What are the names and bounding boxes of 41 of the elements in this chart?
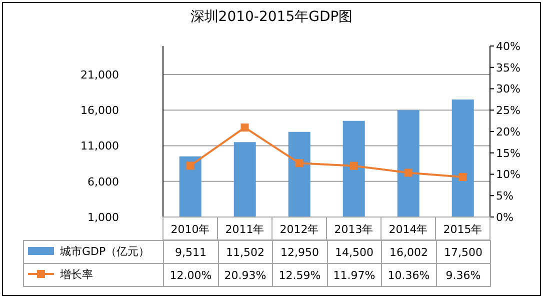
y2-tick-label: 35% xyxy=(496,61,520,74)
data-label: 11.97% xyxy=(327,264,382,286)
x-tick-label: 2011年 xyxy=(225,223,264,236)
point xyxy=(458,172,467,181)
x-tick-label: 2010年 xyxy=(170,223,210,236)
data-label: 12,950 xyxy=(272,240,327,264)
y-tick-label: 16,000 xyxy=(80,104,119,118)
y2-tick-label: 20% xyxy=(496,125,520,138)
y2-tick-label: 10% xyxy=(496,168,520,182)
chart-title: 深圳2010-2015年GDP图 xyxy=(189,8,354,26)
point xyxy=(350,162,358,170)
data-label: 9.36% xyxy=(436,264,490,286)
data-label: 10.36% xyxy=(382,264,436,286)
x-tick-label: 2015年 xyxy=(443,223,482,236)
data-label: 12.59% xyxy=(272,264,327,286)
x-tick-label: 2012年 xyxy=(280,223,319,236)
data-label: 20.93% xyxy=(218,264,272,286)
point xyxy=(404,168,412,177)
legend-label: 增长率 xyxy=(60,266,93,282)
y-tick-label: 21,000 xyxy=(80,68,119,82)
x-tick-label: 2013年 xyxy=(334,223,374,236)
point xyxy=(240,124,249,132)
y-tick-label: 1,000 xyxy=(88,210,119,224)
y2-tick-label: 0% xyxy=(496,210,514,224)
y2-tick-label: 15% xyxy=(496,146,520,160)
data-label: 17,500 xyxy=(436,240,490,264)
data-label: 9,511 xyxy=(164,240,218,264)
y2-tick-label: 5% xyxy=(496,190,514,203)
x-tick-label: 2014年 xyxy=(388,223,428,236)
data-label: 16,002 xyxy=(382,240,436,264)
data-label: 11,502 xyxy=(218,240,272,264)
y-tick-label: 6,000 xyxy=(88,175,119,188)
data-label: 12.00% xyxy=(164,264,218,286)
y2-tick-label: 30% xyxy=(496,82,520,96)
legend-label: 城市GDP（亿元） xyxy=(60,244,150,259)
point xyxy=(295,159,304,168)
point xyxy=(186,162,194,170)
y2-tick-label: 25% xyxy=(496,104,520,118)
data-label: 14,500 xyxy=(327,240,382,264)
y-tick-label: 11,000 xyxy=(80,140,119,153)
y2-tick-label: 40% xyxy=(496,40,520,53)
